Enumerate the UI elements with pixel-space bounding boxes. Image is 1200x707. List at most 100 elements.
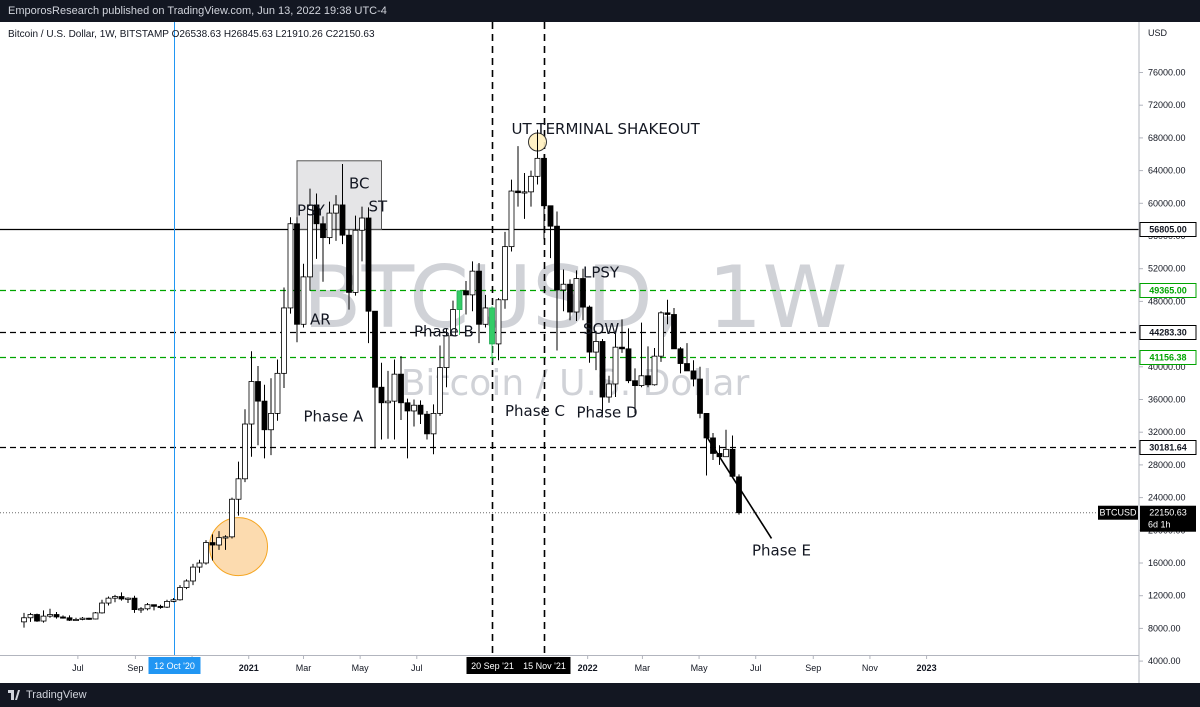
candle (417, 400, 424, 425)
candle-body (34, 614, 40, 622)
candle (287, 217, 294, 314)
x-tick-label: Mar (296, 663, 312, 673)
x-tick-label: Sep (127, 663, 143, 673)
candle (255, 365, 261, 446)
date-tag-label: 12 Oct '20 (154, 661, 195, 671)
candle (157, 604, 164, 609)
candle (534, 129, 541, 185)
candle (541, 154, 547, 240)
candle (112, 594, 118, 603)
y-tick-label: 8000.00 (1148, 623, 1181, 633)
annotation-label[interactable]: Phase A (304, 408, 365, 426)
candle-body (190, 566, 196, 582)
candle (229, 497, 235, 539)
annotation-label[interactable]: BC (349, 175, 370, 193)
footer-bar: TradingView (0, 683, 1200, 707)
annotation-label[interactable]: AR (310, 310, 331, 328)
candle-body (313, 204, 320, 225)
candle-body (469, 270, 476, 296)
level-price-tag (1139, 222, 1197, 237)
candle (521, 173, 528, 219)
candle (619, 319, 625, 353)
candle-body (671, 314, 677, 350)
candle (632, 368, 638, 414)
candle (333, 195, 339, 241)
y-tick-label: 4000.00 (1148, 656, 1181, 666)
candle-body (352, 229, 359, 293)
candle (196, 559, 203, 573)
current-price-label: 22150.63 (1149, 508, 1187, 518)
candle-body (60, 616, 66, 619)
candle-body (365, 217, 372, 312)
y-tick-label: 64000.00 (1148, 166, 1186, 176)
candle (105, 596, 112, 606)
candle-body (625, 348, 632, 382)
candle (313, 193, 320, 259)
annotation-label[interactable]: LPSY (583, 264, 620, 282)
annotation-label[interactable]: PSY (297, 202, 326, 220)
candle-body (248, 381, 255, 425)
candle-body (645, 375, 651, 386)
candle-body (222, 536, 229, 539)
candle-body (118, 596, 125, 600)
candle (463, 280, 469, 315)
symbol-info: Bitcoin / U.S. Dollar, 1W, BITSTAMP O265… (8, 29, 375, 40)
candle-body (723, 448, 729, 458)
candle (222, 535, 229, 550)
candle-body (450, 309, 456, 337)
candle (300, 263, 307, 328)
level-price-tag (1139, 440, 1197, 455)
candle-body (716, 453, 723, 458)
candle (164, 599, 170, 608)
time-axis[interactable]: JulSepNov2021MarMayJul2022MarMayJulSepNo… (72, 655, 937, 674)
candle-body (710, 437, 716, 454)
annotation-label[interactable]: ST (369, 197, 389, 215)
candle (391, 359, 398, 440)
candle (710, 433, 716, 460)
annotation-label[interactable]: Phase E (752, 542, 811, 560)
annotation-label[interactable]: UT TERMINAL SHAKEOUT (512, 120, 701, 138)
candle-body (86, 617, 92, 620)
level-price-tag (1139, 350, 1197, 365)
publish-header: EmporosResearch published on TradingView… (0, 0, 1200, 22)
price-axis[interactable]: USD4000.008000.0012000.0016000.0020000.0… (1098, 28, 1197, 666)
candle-body (489, 307, 495, 345)
highlight-circle[interactable] (209, 517, 268, 577)
level-price-label: 41156.38 (1149, 353, 1186, 363)
candle-body (125, 597, 131, 600)
date-tag-label: 20 Sep '21 (471, 661, 514, 671)
candle (645, 346, 651, 388)
candle-body (658, 312, 664, 357)
candle-body (105, 597, 112, 604)
annotation-label[interactable]: Phase B (414, 323, 474, 341)
candle (437, 345, 443, 416)
candle (209, 534, 216, 561)
candle (40, 610, 47, 623)
annotation-label[interactable]: Phase D (577, 403, 638, 421)
candle-body (463, 290, 469, 296)
candle (177, 585, 183, 601)
candle (554, 211, 560, 351)
candle (27, 612, 34, 622)
candle (489, 306, 495, 362)
candle (456, 290, 463, 335)
candle-body (424, 413, 430, 435)
candle-body (131, 597, 138, 610)
candle-body (378, 386, 385, 404)
y-tick-label: 24000.00 (1148, 493, 1186, 503)
candle (307, 188, 313, 291)
candle-body (729, 448, 736, 477)
candle (268, 378, 274, 456)
annotation-label[interactable]: Phase C (505, 402, 565, 420)
annotation-label[interactable]: SOW (583, 320, 619, 338)
candle (476, 262, 482, 344)
candle (573, 270, 580, 322)
candle-body (209, 542, 216, 546)
candle-body (560, 283, 567, 291)
plot-area[interactable] (0, 22, 1139, 655)
candle (21, 612, 27, 628)
candle (495, 298, 502, 361)
candle-body (242, 423, 248, 480)
candle-body (638, 375, 645, 387)
